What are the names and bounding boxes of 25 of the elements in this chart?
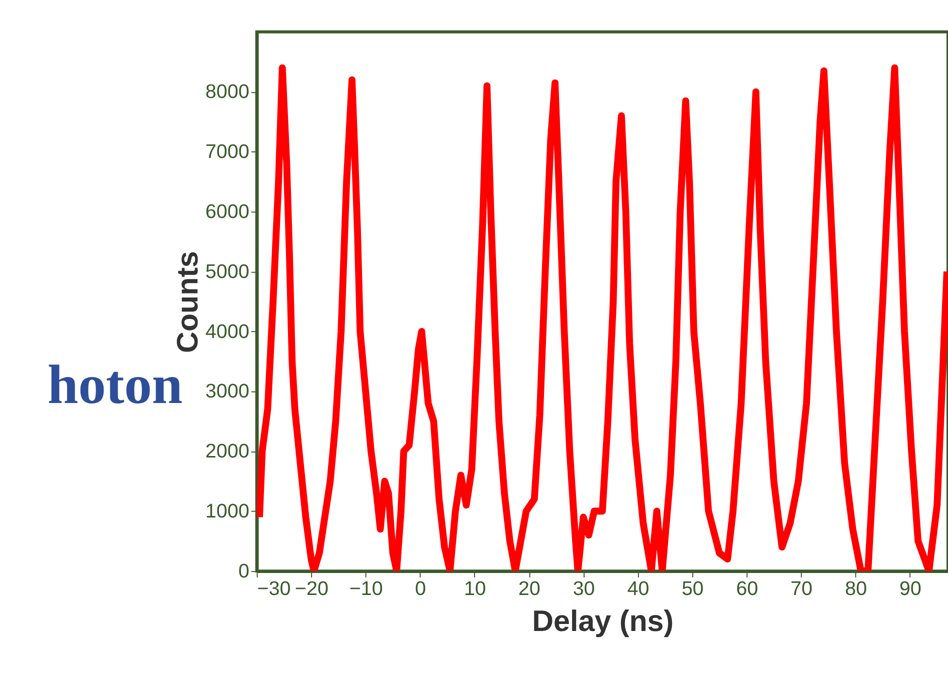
x-tick-label: 70 bbox=[790, 578, 813, 600]
x-tick-label: −20 bbox=[294, 578, 328, 600]
y-tick-label: 7000 bbox=[205, 141, 250, 164]
y-tick-label: 6000 bbox=[205, 201, 250, 224]
x-tick-label: −10 bbox=[349, 578, 383, 600]
y-tick-label: 5000 bbox=[205, 260, 250, 283]
y-tick-label: 4000 bbox=[205, 320, 250, 343]
x-tick-label: −30 bbox=[257, 578, 291, 600]
y-tick-label: 3000 bbox=[205, 380, 250, 403]
y-axis-title: Counts bbox=[172, 250, 205, 353]
x-tick-label: 30 bbox=[572, 578, 595, 600]
x-tick-label: 90 bbox=[899, 578, 922, 600]
y-tick-label: 8000 bbox=[205, 81, 250, 104]
x-tick-label: 80 bbox=[844, 578, 867, 600]
x-tick-label: 60 bbox=[736, 578, 758, 600]
x-tick-label: 40 bbox=[627, 578, 650, 600]
x-tick-label: 50 bbox=[682, 578, 704, 600]
x-tick-label: 0 bbox=[415, 578, 426, 600]
y-tick-label: 1000 bbox=[205, 500, 250, 523]
x-tick-label: 20 bbox=[518, 578, 540, 600]
y-tick-label: 0 bbox=[238, 560, 250, 582]
y-tick-label: 2000 bbox=[205, 440, 250, 463]
text: hoton bbox=[47, 354, 183, 416]
x-tick-label: 10 bbox=[464, 578, 486, 600]
x-axis-title: Delay (ns) bbox=[532, 604, 674, 638]
